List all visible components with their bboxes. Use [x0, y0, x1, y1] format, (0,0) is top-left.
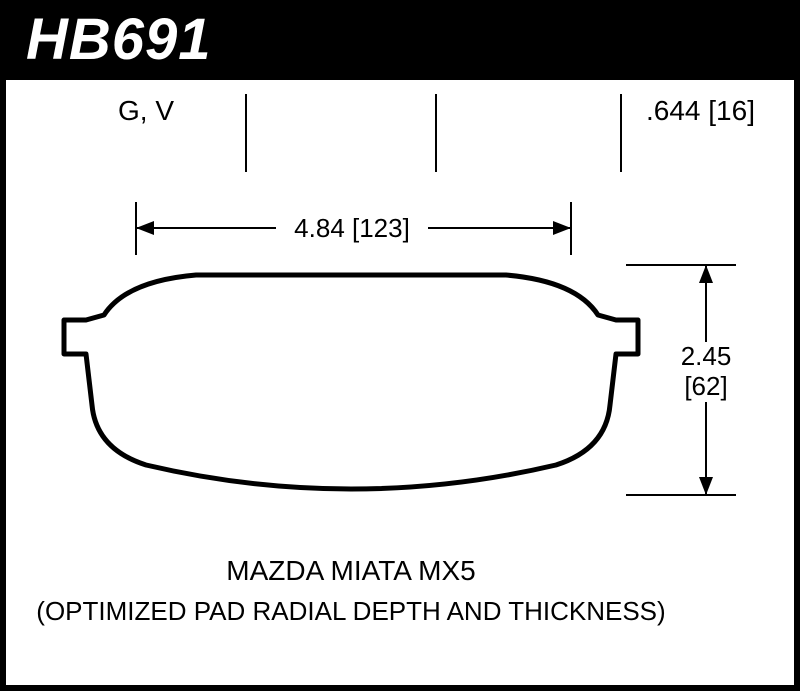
svg-text:.644 [16]: .644 [16] — [646, 95, 755, 126]
frame-border — [794, 80, 800, 691]
brake-pad-outline — [64, 275, 638, 489]
svg-text:G, V: G, V — [118, 95, 174, 126]
svg-text:(OPTIMIZED PAD RADIAL DEPTH AN: (OPTIMIZED PAD RADIAL DEPTH AND THICKNES… — [36, 596, 665, 626]
diagram-frame: HB691 G, V .644 [16] 4.84 [123] 2.45[62] MAZ… — [0, 0, 800, 691]
part-number-title: HB691 — [0, 0, 800, 80]
svg-text:[62]: [62] — [684, 371, 727, 401]
diagram-svg: G, V .644 [16] 4.84 [123] 2.45[62] MAZDA MIA… — [6, 80, 794, 685]
svg-text:2.45: 2.45 — [681, 341, 732, 371]
svg-text:MAZDA MIATA MX5: MAZDA MIATA MX5 — [226, 555, 475, 586]
svg-text:4.84 [123]: 4.84 [123] — [294, 213, 410, 243]
part-number-text: HB691 — [26, 7, 212, 72]
frame-border — [0, 685, 800, 691]
